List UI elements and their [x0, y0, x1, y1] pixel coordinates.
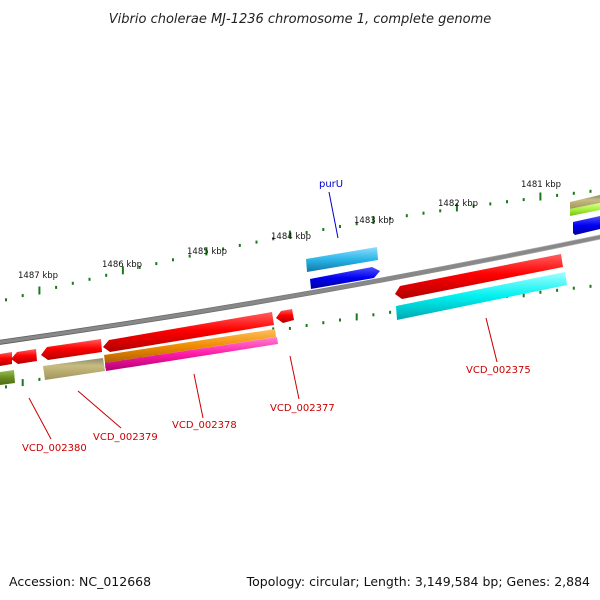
scale-tick-major: [372, 216, 375, 224]
gene-label-VCD_002379[interactable]: VCD_002379: [93, 432, 158, 443]
scale-label-1486: 1486 kbp: [102, 260, 142, 270]
scale-tick-minor: [439, 209, 442, 213]
gene-blue-purU-neighbor[interactable]: [310, 267, 380, 289]
scale-tick-minor: [138, 265, 141, 269]
gene-cyan-VCD_002375[interactable]: [396, 272, 567, 320]
lower-tick-minor: [589, 284, 592, 288]
scale-tick-minor: [589, 189, 592, 193]
lower-tick-minor: [372, 313, 375, 317]
scale-tick-minor: [21, 294, 24, 298]
gene-label-VCD_002378[interactable]: VCD_002378: [172, 420, 237, 431]
lower-tick-minor: [305, 324, 308, 327]
scale-tick-minor: [255, 240, 258, 244]
scale-tick-minor: [188, 254, 191, 258]
scale-tick-minor: [322, 228, 325, 231]
scale-tick-minor: [355, 222, 358, 226]
scale-tick-minor: [305, 231, 308, 234]
scale-label-1481: 1481 kbp: [521, 180, 561, 190]
gene-orange-VCD_002378[interactable]: [104, 329, 276, 363]
gene-khaki-VCD_002379[interactable]: [43, 358, 105, 380]
lower-tick-minor: [38, 377, 41, 381]
gene-label-VCD_002375[interactable]: VCD_002375: [466, 365, 531, 376]
scale-tick-minor: [522, 198, 525, 202]
scale-tick-minor: [238, 243, 241, 247]
lower-tick-minor: [389, 310, 392, 314]
gene-VCD_002379[interactable]: [41, 339, 102, 360]
scale-tick-minor: [472, 204, 475, 208]
scale-tick-major: [539, 192, 542, 201]
label-leader-lines: [28, 191, 498, 440]
reverse-strand-genes: [0, 254, 567, 385]
scale-label-1484: 1484 kbp: [271, 232, 311, 242]
gene-lime-top[interactable]: [570, 203, 600, 216]
scale-tick-minor: [155, 262, 158, 266]
scale-tick-minor: [55, 285, 58, 289]
lower-tick-major: [21, 379, 24, 387]
scale-label-1487: 1487 kbp: [18, 271, 58, 281]
lower-tick-major: [355, 313, 358, 321]
scale-tick-major: [455, 203, 458, 212]
lower-tick-minor: [539, 290, 542, 294]
forward-strand-genes: [306, 195, 600, 289]
gene-red-left-edge[interactable]: [0, 352, 12, 366]
scale-tick-minor: [389, 216, 392, 220]
map-title: Vibrio cholerae MJ-1236 chromosome 1, co…: [109, 12, 491, 27]
scale-tick-minor: [222, 247, 225, 251]
scale-tick-major: [38, 286, 41, 295]
lower-tick-minor: [339, 318, 341, 322]
scale-tick-minor: [172, 258, 174, 262]
gene-VCD_002377[interactable]: [276, 309, 294, 323]
scale-tick-minor: [105, 273, 108, 277]
gene-label-purU[interactable]: purU: [319, 179, 343, 190]
gene-olive-left-edge[interactable]: [0, 370, 15, 385]
scale-tick-minor: [405, 214, 408, 218]
gene-label-VCD_002377[interactable]: VCD_002377: [270, 403, 335, 414]
scale-tick-minor: [489, 202, 492, 206]
scale-tick-minor: [506, 200, 508, 204]
scale-tick-minor: [88, 277, 91, 281]
gene-VCD_002378[interactable]: [103, 312, 274, 352]
lower-tick-minor: [322, 321, 325, 325]
gene-blue-topright[interactable]: [573, 216, 600, 235]
gene-VCD_002380[interactable]: [11, 349, 37, 364]
lower-tick-minor: [5, 385, 7, 389]
scale-tick-minor: [339, 225, 341, 228]
lower-tick-minor: [288, 326, 291, 330]
gene-purU[interactable]: [306, 247, 378, 272]
scale-labels: 1481 kbp 1482 kbp 1483 kbp 1484 kbp 1485…: [18, 180, 561, 281]
scale-label-1485: 1485 kbp: [187, 247, 227, 257]
scale-tick-minor: [5, 298, 7, 302]
genome-stats-text: Topology: circular; Length: 3,149,584 bp…: [246, 574, 590, 589]
gene-labels: purU VCD_002375 VCD_002377 VCD_002378 VC…: [22, 179, 531, 454]
scale-tick-major: [288, 230, 291, 239]
scale-tick-minor: [422, 211, 425, 215]
scale-label-1482: 1482 kbp: [438, 199, 478, 209]
scale-tick-major: [121, 266, 124, 275]
scale-tick-minor: [272, 237, 275, 241]
gene-VCD_002375[interactable]: [395, 254, 563, 299]
scale-tick-major: [205, 247, 208, 256]
lower-tick-minor: [572, 286, 575, 290]
scale-tick-minor: [71, 281, 74, 285]
gene-khaki-top[interactable]: [570, 195, 600, 209]
accession-text: Accession: NC_012668: [9, 574, 151, 589]
lower-tick-minor: [556, 288, 559, 292]
scale-tick-minor: [572, 191, 575, 195]
gene-magenta-VCD_002378[interactable]: [105, 337, 278, 371]
scale-tick-minor: [556, 193, 559, 197]
scale-label-1483: 1483 kbp: [354, 216, 394, 226]
gene-label-VCD_002380[interactable]: VCD_002380: [22, 443, 87, 454]
